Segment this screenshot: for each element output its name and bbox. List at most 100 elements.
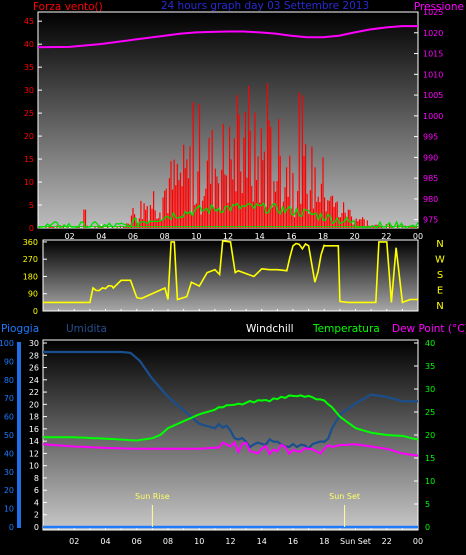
pressure-line [37,25,418,49]
wind-time-label: 22 [381,232,391,241]
humidity-tick-label: 2 [34,511,39,520]
pressure-tick-label: 995 [423,133,438,142]
humidity-tick-label: 12 [29,449,39,458]
temperature-time-axis: 02 04 06 08 10 12 14 16 18 Sun Set 22 00 [58,526,423,546]
pressure-tick-label: 990 [423,153,438,162]
wind-time-label: 16 [286,232,296,241]
pressure-tick-label: 1005 [423,91,443,100]
temperature-time-label: 16 [288,537,298,546]
temperature-panel-series-line [43,394,419,442]
humidity-tick-label: 4 [34,498,39,507]
wind-tick-label: 0 [29,224,34,233]
wind-direction-series [43,240,418,304]
temperature-tick-label: 30 [425,385,435,394]
wind-tick-label: 15 [24,155,34,164]
wind-time-label: 00 [413,232,423,241]
pressure-tick-label: 985 [423,174,438,183]
compass-label: N [436,301,443,312]
wind-tick-label: 40 [24,40,34,49]
direction-degree-axis: 0 90 180 270 360 [23,238,47,316]
compass-label: N [436,239,443,250]
wind-time-label: 14 [255,232,265,241]
wind-tick-label: 20 [24,132,34,141]
temperature-panel-background [42,339,419,531]
wind-tick-label: 35 [24,63,34,72]
temperature-tick-label: 40 [425,339,435,348]
wind-panel-background [37,11,419,229]
wind-time-label: 02 [65,232,75,241]
pressure-tick-label: 1000 [423,112,443,121]
dewpoint-label: Dew Point (°C) [392,323,466,335]
temperature-time-label: 18 [319,537,329,546]
wind-axis-label: Forza vento() [33,1,103,13]
temperatura-label: Temperatura [312,323,380,335]
temperature-tick-label: 10 [425,477,435,486]
compass-label: W [435,255,445,266]
rain-scale-bar [17,342,21,528]
sun-annotations: Sun Rise Sun Set [135,492,360,527]
compass-label: S [437,270,443,281]
temperature-tick-label: 15 [425,454,435,463]
temperature-time-label: 02 [69,537,79,546]
wind-time-label: 04 [96,232,106,241]
wind-chart-title: 24 hours graph day 03 Settembre 2013 [161,0,369,12]
pressure-tick-label: 1025 [423,8,443,17]
temperature-time-label: Sun Set [340,537,371,546]
rain-tick-label: 80 [4,376,14,385]
rain-tick-label: 30 [4,468,14,477]
humidity-tick-label: 10 [29,462,39,471]
windchill-label: Windchill [246,323,294,335]
direction-tick-label: 270 [23,255,38,264]
wind-tick-label: 25 [24,109,34,118]
pressure-tick-label: 1015 [423,50,443,59]
wind-time-label: 12 [223,232,233,241]
wind-tick-label: 10 [24,178,34,187]
humidity-tick-label: 24 [29,376,39,385]
humidity-tick-label: 8 [34,474,39,483]
temperature-panel-series-line [42,440,419,457]
humidity-tick-label: 0 [34,523,39,532]
temperature-tick-label: 35 [425,362,435,371]
wind-speed-axis: 0 5 10 15 20 25 30 35 40 45 [24,17,42,233]
rain-tick-label: 20 [4,486,14,495]
pressure-tick-label: 975 [423,216,438,225]
temperature-time-label: 14 [257,537,267,546]
pressure-series [37,25,418,49]
direction-tick-label: 360 [23,238,38,247]
humidity-tick-label: 26 [29,364,39,373]
temperature-tick-label: 20 [425,431,435,440]
rain-tick-label: 60 [4,413,14,422]
direction-tick-label: 0 [33,307,38,316]
direction-tick-label: 180 [23,272,38,281]
humidity-tick-label: 28 [29,351,39,360]
compass-label: E [437,286,443,297]
umidita-label: Umidita [66,323,107,335]
temperature-time-label: 06 [132,537,142,546]
temperature-panel-series-line [43,350,418,451]
rain-tick-label: 70 [4,394,14,403]
humidity-tick-label: 16 [29,425,39,434]
sun-marker-label: Sun Rise [135,492,170,501]
pressure-tick-label: 980 [423,195,438,204]
humidity-tick-label: 30 [29,339,39,348]
sun-marker-label: Sun Set [329,492,360,501]
temperature-time-label: 00 [413,537,423,546]
temperature-time-label: 12 [225,537,235,546]
temperature-time-label: 22 [382,537,392,546]
rain-axis: 0 10 20 30 40 50 60 70 80 90 100 [0,339,21,532]
humidity-tick-label: 22 [29,388,39,397]
pioggia-label: Pioggia [1,323,39,335]
wind-time-label: 10 [191,232,201,241]
rain-tick-label: 90 [4,357,14,366]
humidity-tick-label: 18 [29,413,39,422]
direction-tick-label: 90 [28,290,38,299]
wind-time-label: 18 [318,232,328,241]
pressure-axis: 975 980 985 990 995 1000 1005 1010 1015 1020 1025 [414,8,443,225]
wind-tick-label: 45 [24,17,34,26]
pressure-tick-label: 1020 [423,29,443,38]
wind-tick-label: 30 [24,86,34,95]
direction-panel-background [42,239,419,312]
temperature-time-label: 04 [100,537,110,546]
